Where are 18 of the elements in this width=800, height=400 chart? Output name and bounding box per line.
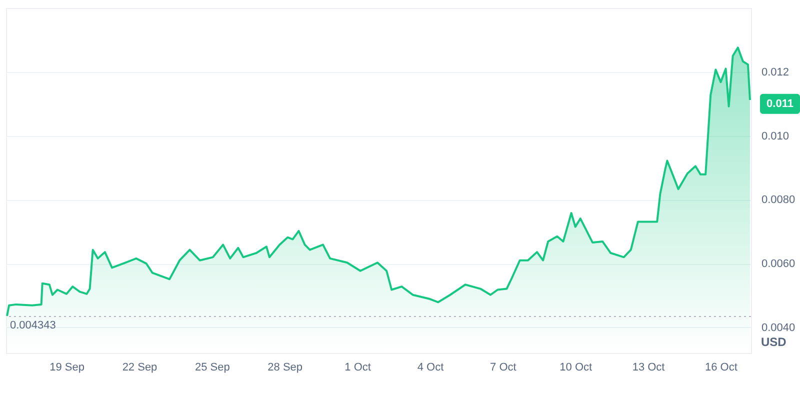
x-tick-label: 25 Sep [194,362,230,374]
x-tick-label: 7 Oct [490,362,516,374]
y-tick-label: 0.0040 [762,322,796,334]
y-tick-label: 0.0080 [762,194,796,206]
x-tick-label: 1 Oct [344,362,371,374]
x-tick-label: 16 Oct [705,362,738,374]
y-tick-label: 0.010 [762,130,790,142]
x-tick-label: 28 Sep [268,362,303,374]
x-tick-label: 19 Sep [50,362,85,374]
x-tick-label: 4 Oct [417,362,444,374]
y-axis-title: USD [761,335,787,349]
annotation: 0.011 [766,98,794,110]
x-tick-label: 22 Sep [122,362,158,374]
x-tick-label: 13 Oct [632,362,665,374]
ref-line-label: 0.004343 [10,319,56,332]
y-tick-label: 0.0060 [762,258,796,270]
y-tick-label: 0.012 [762,66,790,78]
x-tick-label: 10 Oct [560,362,592,374]
